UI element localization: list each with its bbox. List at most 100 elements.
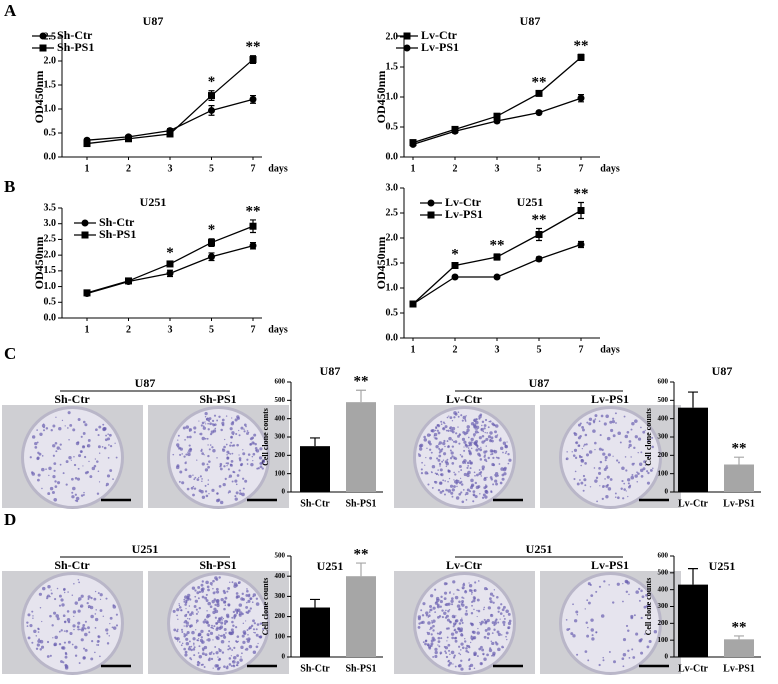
colony	[223, 445, 226, 449]
colony	[63, 630, 66, 632]
colony	[80, 594, 84, 598]
colony	[642, 467, 646, 471]
x-tick-label: 2	[453, 344, 458, 355]
colony	[245, 611, 248, 614]
colony	[482, 430, 485, 433]
colony	[570, 632, 574, 636]
colony	[204, 412, 208, 416]
y-axis-label: OD450nm	[32, 237, 46, 290]
colony	[476, 615, 478, 618]
colony	[495, 642, 499, 646]
colony	[606, 475, 610, 479]
colony	[218, 626, 222, 631]
error-bar	[356, 389, 366, 403]
colony	[496, 630, 500, 634]
colony	[204, 618, 207, 621]
colony	[601, 497, 604, 501]
colony	[436, 605, 440, 609]
colony	[628, 593, 630, 596]
colony	[73, 628, 75, 631]
colony	[438, 454, 442, 458]
bar	[346, 402, 376, 492]
colony	[497, 632, 501, 637]
colony	[230, 628, 234, 632]
annotation: **	[532, 212, 547, 228]
colony	[58, 642, 62, 646]
colony	[255, 602, 260, 606]
photo-label: Lv-Ctr	[446, 392, 483, 406]
colony	[201, 421, 205, 425]
marker	[493, 273, 501, 281]
colony	[647, 439, 650, 443]
colony	[98, 425, 102, 429]
colony	[207, 422, 209, 425]
colony	[458, 663, 462, 668]
annotation: **	[574, 186, 589, 202]
colony	[591, 634, 594, 637]
colony	[91, 466, 96, 471]
colony	[483, 657, 487, 661]
y-tick-label: 3.0	[386, 182, 399, 193]
colony	[460, 469, 463, 471]
colony	[196, 459, 198, 461]
colony	[193, 644, 195, 646]
colony	[429, 608, 433, 612]
colony	[187, 593, 191, 598]
y-tick-label: 100	[658, 636, 669, 644]
colony	[611, 601, 615, 604]
colony	[254, 442, 257, 446]
colony	[86, 445, 89, 447]
colony	[451, 462, 455, 465]
colony	[215, 499, 220, 503]
colony	[576, 614, 579, 616]
colony	[444, 460, 448, 464]
colony	[443, 493, 446, 496]
colony	[218, 415, 221, 418]
colony	[625, 580, 629, 584]
marker	[535, 255, 543, 263]
colony	[605, 495, 609, 499]
colony	[50, 592, 53, 595]
colony	[438, 447, 441, 450]
colony	[31, 641, 34, 644]
colony	[439, 605, 442, 608]
colony	[429, 442, 432, 446]
colony	[572, 454, 576, 457]
colony	[488, 597, 492, 601]
colony	[98, 640, 100, 642]
colony	[178, 603, 180, 605]
colony	[232, 610, 236, 614]
legend-label: Lv-PS1	[421, 40, 459, 54]
colony	[187, 452, 191, 457]
colony	[59, 443, 62, 446]
colony	[248, 644, 253, 649]
colony	[241, 592, 244, 596]
colony	[446, 416, 449, 419]
colony	[209, 605, 213, 609]
colony	[255, 645, 259, 649]
colony	[469, 490, 472, 493]
colony	[234, 479, 238, 483]
colony	[175, 637, 178, 641]
colony	[205, 599, 209, 603]
colony	[579, 479, 581, 481]
colony	[442, 479, 445, 482]
colony	[193, 426, 197, 430]
colony	[217, 619, 221, 624]
colony	[204, 437, 207, 440]
colony	[261, 467, 264, 470]
y-tick-label: 1.5	[44, 265, 57, 276]
colony	[632, 656, 636, 659]
colony	[189, 428, 191, 430]
colony	[238, 457, 242, 460]
colony	[423, 438, 428, 442]
colony	[438, 443, 440, 446]
series-line	[412, 56, 582, 144]
colony	[52, 637, 54, 639]
colony	[208, 460, 211, 463]
colony	[80, 435, 83, 438]
colony	[587, 659, 590, 662]
colony	[210, 626, 212, 629]
colony	[220, 616, 223, 619]
colony	[469, 443, 471, 446]
